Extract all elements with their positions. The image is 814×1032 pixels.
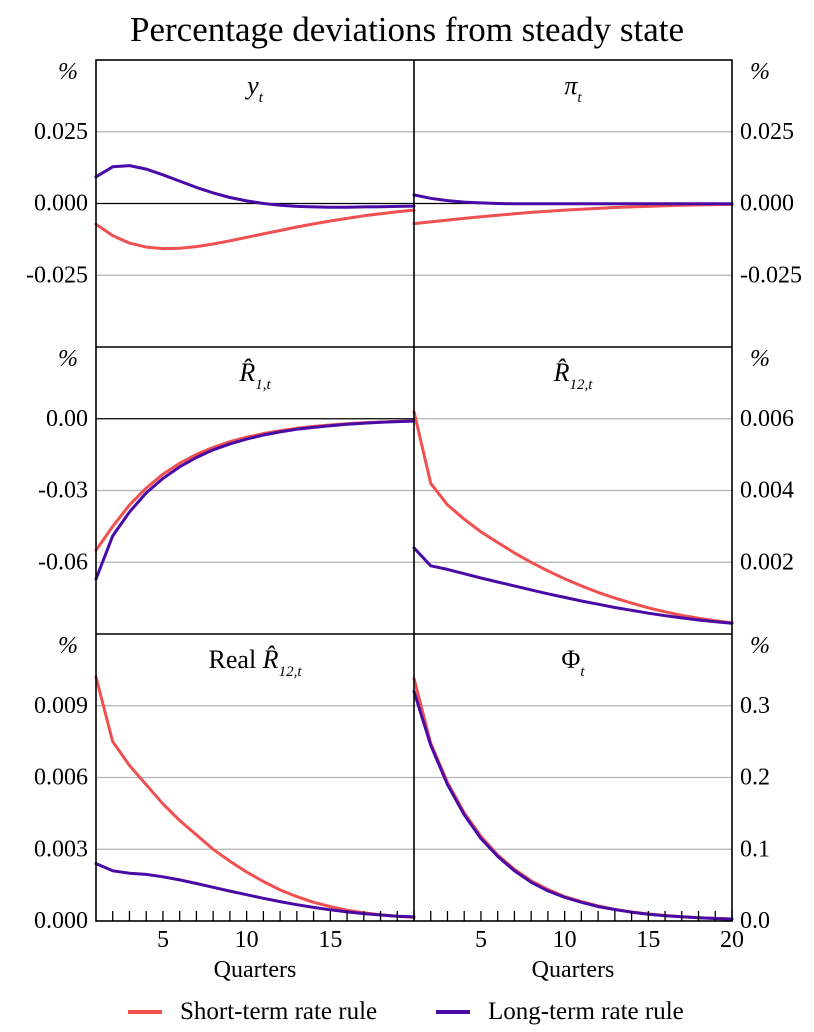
unit-label-real_R12_t: % [58, 633, 78, 659]
legend-swatch-short-term [128, 1010, 162, 1014]
series-line-long-real_R12_t [94, 862, 416, 919]
series-line-long-y_t [94, 164, 416, 209]
y-tick-label-Phi_t-2: 0.1 [740, 836, 770, 862]
unit-label-y_t: % [58, 59, 78, 85]
x-tick-label-real_R12_t-10: 10 [235, 927, 259, 953]
series-line-long-R1_t [94, 419, 416, 581]
y-tick-label-R1_t-0: 0.00 [46, 406, 88, 432]
y-tick-label-Phi_t-0: 0.3 [740, 693, 770, 719]
y-tick-label-R12_t-2: 0.002 [740, 549, 794, 575]
x-tick-label-Phi_t-20: 20 [720, 927, 744, 953]
panel-title-subscript: 12,t [569, 377, 593, 393]
panel-title-subscript: t [577, 90, 582, 106]
x-tick-label-Phi_t-5: 5 [475, 927, 487, 953]
y-tick-label-real_R12_t-2: 0.003 [34, 836, 88, 862]
panel-title-subscript: t [580, 664, 585, 680]
legend-swatch-long-term [436, 1010, 470, 1014]
x-axis-title-Phi_t: Quarters [532, 957, 615, 983]
y-tick-label-Phi_t-1: 0.2 [740, 765, 770, 791]
legend-item-long-term: Long-term rate rule [436, 994, 684, 1030]
panel-title-prefix: Real [209, 645, 263, 674]
y-tick-label-real_R12_t-3: 0.000 [34, 908, 88, 934]
unit-label-R12_t: % [750, 346, 770, 372]
x-tick-label-real_R12_t-5: 5 [157, 927, 169, 953]
panel-title-subscript: t [259, 90, 264, 106]
y-tick-label-y_t-1: 0.000 [34, 191, 88, 217]
series-line-long-Phi_t [412, 689, 734, 921]
x-tick-label-real_R12_t-15: 15 [318, 927, 342, 953]
panel-title-real_R12_t: Real R̂12,t [209, 645, 303, 680]
panel-title-symbol: π [564, 71, 578, 100]
panel-title-symbol: R̂ [238, 358, 255, 387]
panel-title-R12_t: R̂12,t [553, 358, 594, 393]
y-tick-label-real_R12_t-1: 0.006 [34, 765, 88, 791]
panel-title-y_t: yt [244, 71, 264, 106]
x-axis-title-real_R12_t: Quarters [214, 957, 297, 983]
y-tick-label-y_t-0: 0.025 [34, 119, 88, 145]
panel-title-R1_t: R̂1,t [238, 358, 271, 393]
y-tick-label-real_R12_t-0: 0.009 [34, 693, 88, 719]
panel-title-symbol: R̂ [553, 358, 570, 387]
legend-item-short-term: Short-term rate rule [128, 994, 377, 1030]
panel-title-subscript: 12,t [279, 664, 303, 680]
x-tick-label-Phi_t-15: 15 [636, 927, 660, 953]
x-tick-label-Phi_t-10: 10 [553, 927, 577, 953]
panel-title-symbol: Φ [561, 645, 580, 674]
series-line-long-R12_t [412, 546, 734, 625]
series-line-short-R1_t [94, 419, 416, 552]
y-tick-label-pi_t-1: 0.000 [740, 191, 794, 217]
y-tick-label-Phi_t-3: 0.0 [740, 908, 770, 934]
legend-label-long-term: Long-term rate rule [488, 998, 684, 1025]
panel-title-Phi_t: Φt [561, 645, 585, 680]
unit-label-pi_t: % [750, 59, 770, 85]
legend: Short-term rate rule Long-term rate rule [0, 994, 814, 1030]
chart-title: Percentage deviations from steady state [130, 10, 684, 49]
y-tick-label-pi_t-2: -0.025 [740, 262, 802, 288]
y-tick-label-R1_t-1: -0.03 [38, 478, 88, 504]
y-tick-label-R1_t-2: -0.06 [38, 549, 88, 575]
panel-title-symbol: y [244, 71, 259, 100]
y-tick-label-R12_t-0: 0.006 [740, 406, 794, 432]
series-line-long-pi_t [412, 193, 734, 206]
series-line-short-R12_t [412, 410, 734, 625]
series-line-short-Phi_t [412, 677, 734, 921]
y-tick-label-pi_t-0: 0.025 [740, 119, 794, 145]
unit-label-Phi_t: % [750, 633, 770, 659]
y-tick-label-y_t-2: -0.025 [26, 262, 88, 288]
series-line-short-y_t [94, 208, 416, 251]
series-line-short-real_R12_t [94, 675, 416, 919]
unit-label-R1_t: % [58, 346, 78, 372]
series-line-short-pi_t [412, 202, 734, 226]
panel-title-subscript: 1,t [255, 377, 271, 393]
panel-title-pi_t: πt [564, 71, 582, 106]
legend-label-short-term: Short-term rate rule [180, 998, 378, 1025]
panel-title-symbol: R̂ [262, 645, 279, 674]
y-tick-label-R12_t-1: 0.004 [740, 478, 794, 504]
